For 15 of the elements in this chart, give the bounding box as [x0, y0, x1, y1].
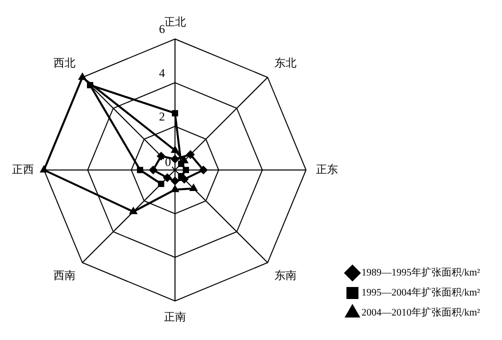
spoke-label: 东南	[274, 269, 297, 282]
spoke-label: 东北	[274, 56, 297, 70]
legend-label: 1989—1995年扩张面积/km²	[361, 266, 480, 279]
spoke-label: 正南	[164, 310, 186, 324]
y-tick-label: 2	[159, 109, 165, 124]
y-tick-label: 4	[159, 66, 165, 80]
spoke-label: 正北	[164, 15, 186, 28]
y-tick-label: 0	[165, 155, 171, 170]
spoke-label: 正西	[12, 162, 34, 176]
legend-label: 1995—2004年扩张面积/km²	[361, 286, 480, 299]
spoke-label: 正东	[316, 162, 338, 176]
legend-label: 2004—2010年扩张面积/km²	[361, 306, 480, 319]
spoke-label: 西北	[53, 56, 76, 70]
y-tick-label: 6	[159, 22, 165, 36]
spoke-label: 西南	[53, 269, 76, 282]
